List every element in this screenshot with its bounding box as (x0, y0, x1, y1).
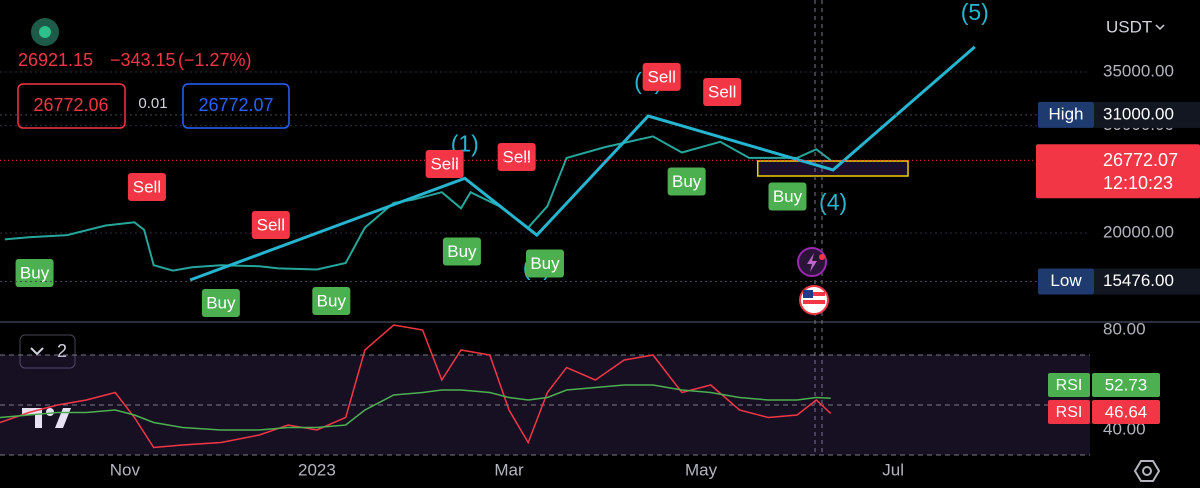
signal-label: Buy (206, 294, 236, 313)
logo-dot (39, 26, 51, 38)
signal-badge (15, 259, 54, 288)
price-change-pct: (−1.27%) (178, 50, 252, 70)
signal-badge (768, 182, 807, 211)
low-value-bg (1094, 268, 1200, 295)
last-price-value: 26772.07 (1103, 150, 1178, 170)
price-change: −343.15 (110, 50, 176, 70)
rsi-badge-value-bg (1092, 373, 1160, 397)
rsi-badge-value: 52.73 (1105, 375, 1148, 394)
signal-badge (425, 149, 464, 178)
currency-caret (1155, 24, 1165, 31)
x-tick-label: 2023 (298, 460, 336, 479)
signal-label: Sell (648, 67, 676, 86)
signal-badge (127, 172, 166, 201)
indicator-count: 2 (57, 341, 67, 361)
low-value: 15476.00 (1103, 271, 1174, 290)
x-tick-label: Jul (882, 460, 904, 479)
signal-label: Sell (133, 177, 161, 196)
signal-label: Buy (20, 263, 50, 282)
rsi-badge-name: RSI (1056, 404, 1083, 421)
signal-label: Buy (317, 291, 347, 310)
rsi-badge-value: 46.64 (1105, 402, 1148, 421)
signal-label: Sell (257, 215, 285, 234)
high-value-bg (1094, 101, 1200, 128)
signal-label: Sell (708, 82, 736, 101)
signal-badge (526, 249, 564, 278)
y-tick-label: 20000.00 (1103, 222, 1174, 241)
last-price-tag (1036, 144, 1200, 199)
signal-label: Sell (502, 147, 530, 166)
rsi-badge-name: RSI (1056, 377, 1083, 394)
ask: 26772.07 (198, 95, 273, 115)
high-name: High (1049, 104, 1084, 123)
wave-label: (5) (961, 0, 989, 25)
last-price: 26921.15 (18, 50, 93, 70)
spread: 0.01 (138, 95, 167, 112)
chevron (30, 347, 44, 356)
flag-icon[interactable] (799, 285, 829, 315)
rsi-badge-name-bg (1048, 400, 1090, 424)
high-value: 31000.00 (1103, 104, 1174, 123)
signal-label: Buy (773, 187, 803, 206)
signal-badge (201, 289, 240, 318)
wave-label: (4) (819, 189, 847, 215)
signal-label: Sell (430, 154, 458, 173)
wave-line (189, 45, 976, 282)
flag-stripe (803, 300, 825, 304)
event-badge (819, 254, 825, 260)
rsi-badge-value-bg (1092, 400, 1160, 424)
low-tag (1038, 268, 1094, 295)
signal-badge (642, 62, 681, 91)
signal-badge (497, 142, 536, 171)
signal-label: Buy (447, 242, 477, 261)
low-name: Low (1050, 271, 1082, 290)
x-tick-label: Nov (110, 460, 141, 479)
flag-stripe (803, 292, 825, 296)
event-icon[interactable] (797, 247, 827, 277)
signal-badge (703, 77, 742, 106)
indicator-toggle[interactable] (19, 334, 76, 369)
settings-center (1142, 466, 1152, 476)
event-bolt (807, 253, 817, 272)
sell-box[interactable] (17, 83, 126, 129)
signal-badge (667, 167, 706, 196)
x-tick-label: May (685, 460, 718, 479)
y-tick-label: 40.00 (1103, 419, 1146, 438)
settings-hex (1133, 460, 1161, 482)
settings-icon[interactable] (1133, 460, 1161, 482)
signal-badge (312, 287, 351, 316)
flag-canton (803, 290, 813, 298)
last-price-time: 12:10:23 (1103, 173, 1173, 193)
x-tick-label: Mar (494, 460, 524, 479)
buy-box[interactable] (182, 83, 290, 129)
signal-label: Buy (672, 172, 702, 191)
currency[interactable]: USDT (1106, 17, 1152, 36)
signal-badge (251, 211, 290, 240)
high-tag (1038, 101, 1094, 128)
y-tick-label: 35000.00 (1103, 61, 1174, 80)
rsi-line (0, 384, 831, 431)
signal-label: Buy (530, 254, 560, 273)
rsi-badge-name-bg (1048, 373, 1090, 397)
rsi-line (0, 324, 832, 449)
y-tick-label: 80.00 (1103, 319, 1146, 338)
signal-badge (442, 237, 481, 266)
bid: 26772.06 (33, 95, 108, 115)
